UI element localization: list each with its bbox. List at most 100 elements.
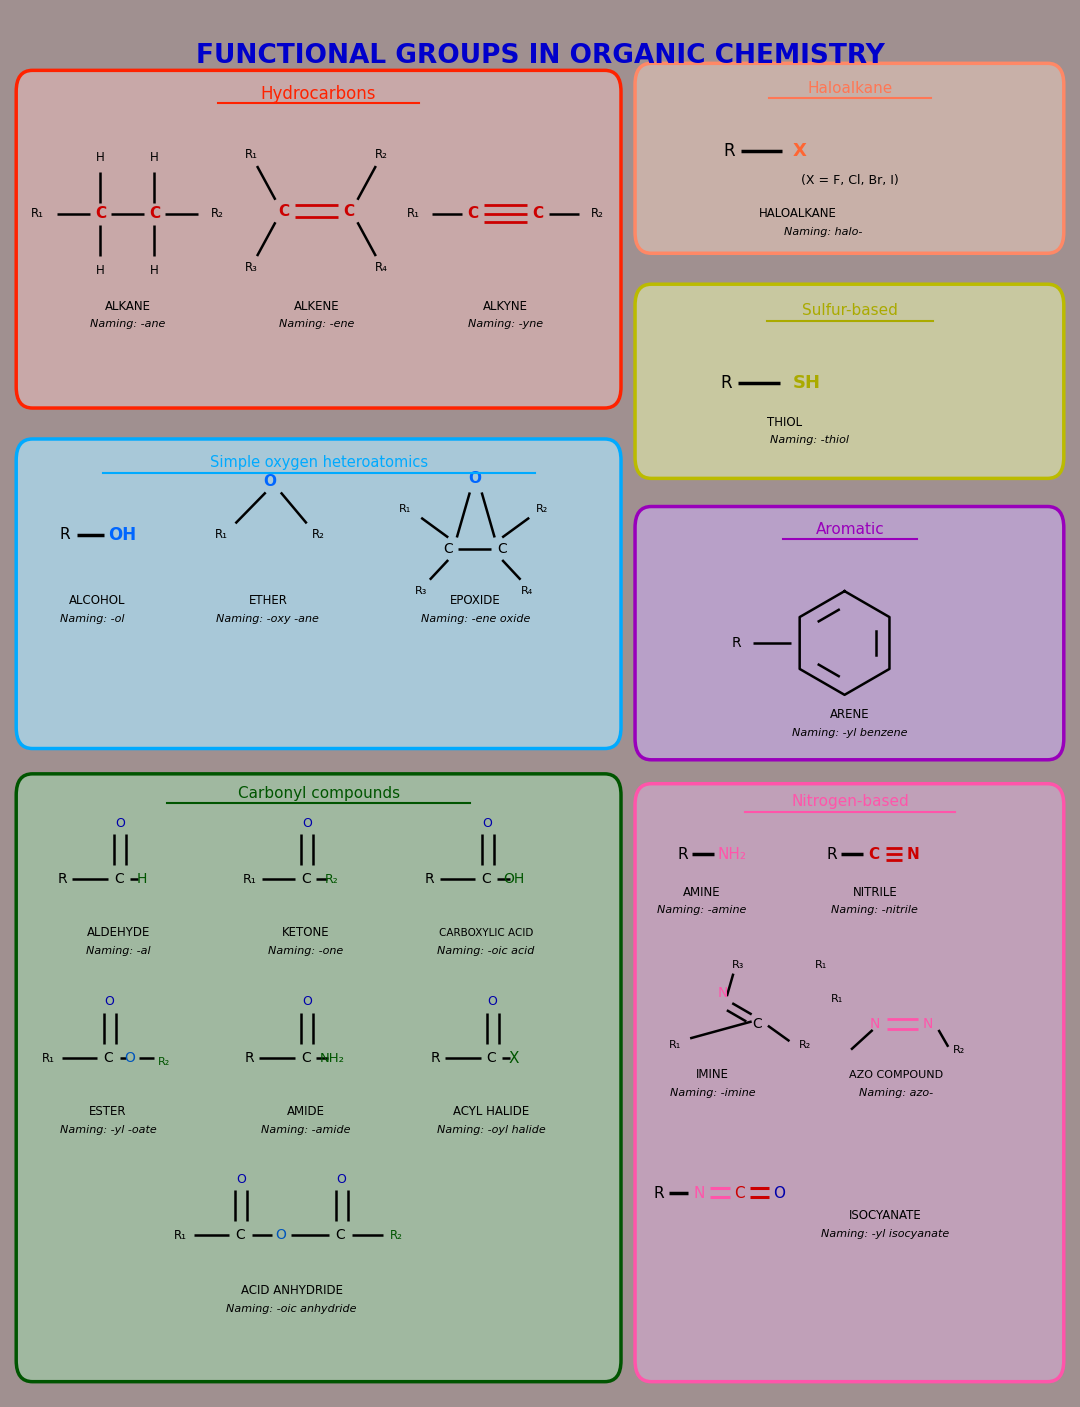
Text: Naming: -oic acid: Naming: -oic acid — [437, 946, 535, 957]
Text: Naming: -al: Naming: -al — [86, 946, 151, 957]
Text: R₂: R₂ — [591, 207, 604, 221]
Text: ALKANE: ALKANE — [105, 300, 150, 314]
Text: Carbonyl compounds: Carbonyl compounds — [238, 787, 400, 801]
Text: ISOCYANATE: ISOCYANATE — [849, 1209, 922, 1223]
Text: O: O — [264, 474, 276, 488]
Text: R₂: R₂ — [953, 1044, 966, 1055]
Text: R₁: R₁ — [215, 528, 228, 542]
Text: C: C — [234, 1228, 245, 1242]
Text: O: O — [487, 995, 498, 1009]
Text: Naming: -ene oxide: Naming: -ene oxide — [420, 613, 530, 625]
Text: AZO COMPOUND: AZO COMPOUND — [849, 1069, 944, 1081]
Text: R₂: R₂ — [798, 1040, 811, 1051]
Text: R₄: R₄ — [375, 260, 388, 274]
Text: C: C — [343, 204, 354, 218]
Text: R₃: R₃ — [415, 585, 428, 597]
Text: H: H — [150, 151, 159, 165]
Text: ETHER: ETHER — [248, 594, 287, 608]
Text: N: N — [922, 1017, 933, 1031]
Text: Naming: -oyl halide: Naming: -oyl halide — [437, 1124, 545, 1135]
Text: O: O — [124, 1051, 135, 1065]
Text: R₁: R₁ — [407, 207, 420, 221]
Text: Naming: -oxy -ane: Naming: -oxy -ane — [216, 613, 320, 625]
Text: O: O — [772, 1186, 785, 1200]
Text: R: R — [677, 847, 688, 861]
Text: NH₂: NH₂ — [320, 1051, 346, 1065]
Text: C: C — [113, 872, 124, 886]
Text: HALOALKANE: HALOALKANE — [759, 207, 837, 221]
Text: C: C — [95, 207, 106, 221]
Text: N: N — [717, 986, 728, 1000]
Text: OH: OH — [503, 872, 525, 886]
Text: H: H — [96, 151, 105, 165]
Text: CARBOXYLIC ACID: CARBOXYLIC ACID — [438, 927, 534, 938]
Text: Naming: halo-: Naming: halo- — [784, 227, 862, 238]
Text: Aromatic: Aromatic — [815, 522, 885, 536]
Text: Naming: -one: Naming: -one — [268, 946, 343, 957]
Text: O: O — [114, 816, 125, 830]
Text: N: N — [693, 1186, 704, 1200]
Text: R₂: R₂ — [375, 148, 388, 162]
Text: NITRILE: NITRILE — [852, 885, 897, 899]
Text: R: R — [653, 1186, 664, 1200]
FancyBboxPatch shape — [635, 784, 1064, 1382]
Text: THIOL: THIOL — [767, 415, 801, 429]
Text: H: H — [136, 872, 147, 886]
Text: ALKYNE: ALKYNE — [483, 300, 528, 314]
Text: Naming: -ene: Naming: -ene — [279, 318, 354, 329]
Text: KETONE: KETONE — [282, 926, 329, 940]
Text: Naming: -thiol: Naming: -thiol — [770, 435, 850, 446]
Text: IMINE: IMINE — [697, 1068, 729, 1082]
Text: R₁: R₁ — [243, 872, 256, 886]
Text: C: C — [279, 204, 289, 218]
FancyBboxPatch shape — [635, 507, 1064, 760]
Text: Naming: -imine: Naming: -imine — [670, 1088, 756, 1099]
Text: O: O — [482, 816, 492, 830]
Text: (X = F, Cl, Br, I): (X = F, Cl, Br, I) — [801, 173, 899, 187]
Text: AMINE: AMINE — [684, 885, 720, 899]
Text: R₂: R₂ — [211, 207, 224, 221]
FancyBboxPatch shape — [16, 70, 621, 408]
Text: ACID ANHYDRIDE: ACID ANHYDRIDE — [241, 1283, 342, 1297]
Text: X: X — [509, 1051, 519, 1065]
Text: N: N — [869, 1017, 880, 1031]
Text: R₂: R₂ — [390, 1228, 403, 1242]
Text: Naming: azo-: Naming: azo- — [860, 1088, 933, 1099]
Text: ACYL HALIDE: ACYL HALIDE — [454, 1104, 529, 1119]
Text: R₂: R₂ — [536, 504, 549, 515]
Text: R: R — [426, 872, 434, 886]
Text: H: H — [150, 263, 159, 277]
Text: R: R — [431, 1051, 440, 1065]
Text: R₁: R₁ — [174, 1228, 187, 1242]
Text: ALKENE: ALKENE — [294, 300, 339, 314]
Text: O: O — [336, 1172, 347, 1186]
Text: R₂: R₂ — [325, 872, 338, 886]
FancyBboxPatch shape — [635, 284, 1064, 478]
Text: R₄: R₄ — [521, 585, 534, 597]
Text: Hydrocarbons: Hydrocarbons — [261, 86, 376, 103]
Text: R: R — [724, 142, 734, 159]
Text: R₂: R₂ — [312, 528, 325, 542]
Text: Naming: -ol: Naming: -ol — [59, 613, 124, 625]
Text: Naming: -yne: Naming: -yne — [468, 318, 543, 329]
Text: EPOXIDE: EPOXIDE — [450, 594, 500, 608]
Text: SH: SH — [793, 374, 821, 391]
Text: Sulfur-based: Sulfur-based — [802, 304, 897, 318]
Text: R: R — [58, 872, 67, 886]
Text: C: C — [335, 1228, 346, 1242]
Text: R₃: R₃ — [731, 960, 744, 971]
Text: FUNCTIONAL GROUPS IN ORGANIC CHEMISTRY: FUNCTIONAL GROUPS IN ORGANIC CHEMISTRY — [195, 44, 885, 69]
Text: Naming: -yl benzene: Naming: -yl benzene — [793, 727, 907, 739]
Text: R₁: R₁ — [669, 1040, 681, 1051]
Text: O: O — [104, 995, 114, 1009]
Text: Naming: -oic anhydride: Naming: -oic anhydride — [227, 1303, 356, 1314]
Text: C: C — [300, 1051, 311, 1065]
Text: R: R — [732, 636, 741, 650]
Text: R: R — [59, 528, 70, 542]
Text: O: O — [275, 1228, 286, 1242]
FancyBboxPatch shape — [635, 63, 1064, 253]
Text: X: X — [793, 142, 806, 159]
Text: O: O — [301, 816, 312, 830]
Text: ALDEHYDE: ALDEHYDE — [87, 926, 150, 940]
Text: Simple oxygen heteroatomics: Simple oxygen heteroatomics — [210, 456, 428, 470]
